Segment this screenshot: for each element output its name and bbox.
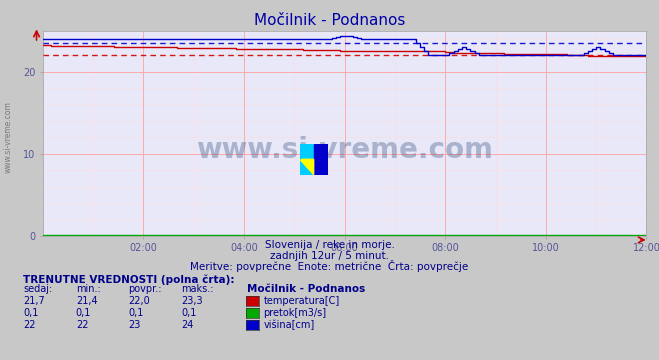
Polygon shape <box>300 144 314 159</box>
Text: Slovenija / reke in morje.: Slovenija / reke in morje. <box>264 240 395 251</box>
Text: 0,1: 0,1 <box>76 308 91 318</box>
Text: 0,1: 0,1 <box>23 308 38 318</box>
Text: 22: 22 <box>76 320 88 330</box>
Text: višina[cm]: višina[cm] <box>264 320 315 330</box>
Text: www.si-vreme.com: www.si-vreme.com <box>196 136 493 163</box>
Text: 21,7: 21,7 <box>23 296 45 306</box>
Text: zadnjih 12ur / 5 minut.: zadnjih 12ur / 5 minut. <box>270 251 389 261</box>
Polygon shape <box>314 144 328 175</box>
Text: 22,0: 22,0 <box>129 296 150 306</box>
Text: pretok[m3/s]: pretok[m3/s] <box>264 308 327 318</box>
Text: sedaj:: sedaj: <box>23 284 52 294</box>
Polygon shape <box>300 159 314 175</box>
Text: 0,1: 0,1 <box>129 308 144 318</box>
Text: 0,1: 0,1 <box>181 308 196 318</box>
Text: 23,3: 23,3 <box>181 296 203 306</box>
Text: 23: 23 <box>129 320 141 330</box>
Polygon shape <box>300 144 314 175</box>
Text: Močilnik - Podnanos: Močilnik - Podnanos <box>247 284 365 294</box>
Text: 24: 24 <box>181 320 194 330</box>
Text: Močilnik - Podnanos: Močilnik - Podnanos <box>254 13 405 28</box>
Text: Meritve: povprečne  Enote: metrične  Črta: povprečje: Meritve: povprečne Enote: metrične Črta:… <box>190 260 469 272</box>
Text: maks.:: maks.: <box>181 284 214 294</box>
Text: min.:: min.: <box>76 284 101 294</box>
Text: temperatura[C]: temperatura[C] <box>264 296 340 306</box>
Text: povpr.:: povpr.: <box>129 284 162 294</box>
Text: www.si-vreme.com: www.si-vreme.com <box>3 101 13 173</box>
Text: 21,4: 21,4 <box>76 296 98 306</box>
Text: TRENUTNE VREDNOSTI (polna črta):: TRENUTNE VREDNOSTI (polna črta): <box>23 274 235 285</box>
Text: 22: 22 <box>23 320 36 330</box>
